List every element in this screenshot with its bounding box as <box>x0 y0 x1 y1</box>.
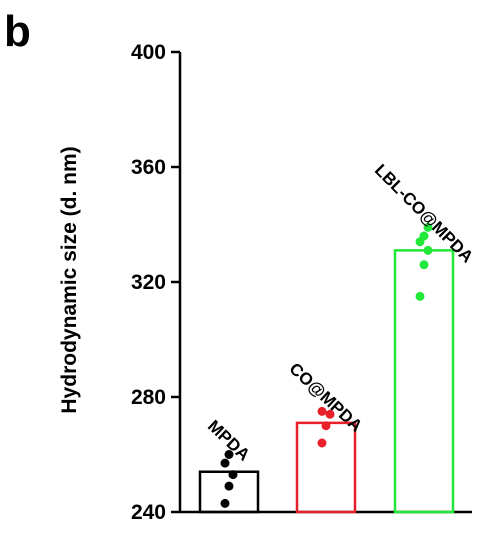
data-point <box>419 260 429 270</box>
panel-label: b <box>4 7 31 56</box>
data-point <box>220 498 230 508</box>
y-tick-label: 320 <box>131 271 166 294</box>
data-point <box>321 421 331 431</box>
y-tick-label: 280 <box>131 386 166 409</box>
data-point <box>317 406 327 416</box>
y-axis-ticks: 240 280 320 360 400 <box>131 41 180 524</box>
data-point <box>415 291 425 301</box>
data-point <box>423 245 433 255</box>
y-axis-title: Hydrodynamic size (d. nm) <box>58 146 81 413</box>
data-point <box>423 222 433 232</box>
data-point <box>224 481 234 491</box>
data-point <box>224 450 234 459</box>
y-tick-label: 240 <box>131 501 166 524</box>
data-point <box>419 231 429 241</box>
data-point <box>317 438 327 448</box>
bar-lbl-co-mpda <box>393 249 455 514</box>
bars-group <box>198 249 455 514</box>
points-group <box>220 222 433 508</box>
data-point <box>325 409 335 419</box>
data-point <box>220 458 230 468</box>
bar-mpda <box>198 470 260 514</box>
data-point <box>228 470 238 480</box>
bar-co-mpda <box>295 421 357 514</box>
y-tick-label: 400 <box>131 41 166 64</box>
y-tick-label: 360 <box>131 156 166 179</box>
